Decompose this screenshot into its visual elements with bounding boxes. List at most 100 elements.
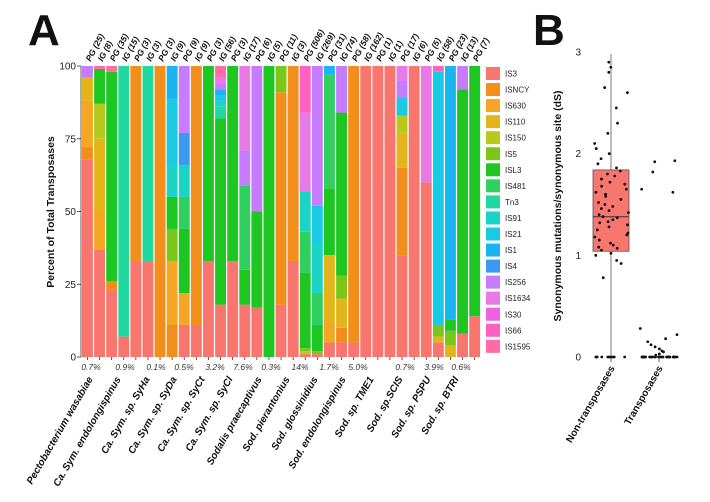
bar-segment-isncy [348, 66, 360, 343]
bar-segment-is481 [178, 196, 190, 229]
data-point [673, 159, 677, 163]
data-point [664, 337, 668, 341]
bar-segment-is3 [348, 342, 360, 357]
bar-segment-is110 [432, 336, 444, 343]
bar-segment-is21 [166, 98, 178, 165]
bar-segment-is256 [215, 83, 226, 90]
legend-swatch [486, 259, 500, 273]
bar-segment-is3 [130, 260, 142, 357]
y-tick-label: 50 [65, 207, 77, 218]
bar-segment-is5 [275, 66, 287, 93]
bar-segment-is110 [82, 77, 93, 101]
bar-segment-is481 [299, 231, 311, 273]
data-point [609, 241, 612, 245]
bar-segment-isncy [190, 66, 202, 325]
data-point [661, 355, 665, 359]
percentage-label: 0.7% [81, 362, 101, 372]
bar-segment-is256 [82, 66, 93, 78]
data-point [600, 248, 603, 252]
panel-b-letter: B [533, 6, 565, 55]
data-point [594, 253, 598, 257]
data-point [609, 355, 613, 359]
bar-segment-is1634 [215, 77, 226, 84]
category-label: Transposases [623, 364, 666, 428]
legend-swatch [486, 291, 500, 305]
bar-segment-is91 [311, 243, 323, 293]
bar-segment-isl3 [166, 196, 178, 229]
data-point [611, 205, 615, 208]
bar-segment-is21 [396, 98, 408, 116]
y-tick-label: 3 [575, 48, 581, 59]
legend-swatch [486, 131, 500, 145]
bar-segment-isl3 [94, 68, 105, 104]
percentage-label: 14% [291, 362, 308, 372]
legend-label: IS630 [505, 102, 526, 111]
legend-label: IS5 [505, 150, 518, 159]
data-point [607, 70, 611, 74]
bar-segment-is150 [396, 115, 408, 133]
data-point [609, 251, 613, 255]
bar-segment-is1595 [215, 66, 226, 78]
bar-segment-is3 [324, 342, 335, 357]
bar-segment-is3 [251, 307, 263, 357]
bar-segment-isl3 [178, 228, 190, 293]
percentage-label: 0.6% [451, 362, 471, 372]
data-point [623, 355, 627, 359]
panel-a-y-axis-title: Percent of Total Transposases [45, 136, 57, 288]
bar-segment-is91 [166, 164, 178, 197]
data-point [665, 355, 668, 359]
data-point [597, 213, 601, 217]
bar-segment-isl3 [445, 319, 456, 331]
bar-segment-is256 [457, 66, 468, 90]
bar-segment-isl3 [215, 118, 226, 305]
legend-label: IS481 [505, 182, 526, 191]
bar-segment-is66 [299, 66, 311, 113]
data-point [653, 345, 657, 349]
data-point [615, 259, 619, 262]
data-point [660, 349, 664, 353]
bar-segment-is1 [215, 89, 226, 96]
bar-segment-is91 [178, 164, 190, 197]
legend-label: ISL3 [505, 166, 522, 175]
percentage-label: 3.2% [205, 362, 225, 372]
bar-segment-is21 [311, 205, 323, 244]
bar-segment-isl3 [239, 269, 251, 305]
bar-segment-is481 [324, 74, 335, 189]
bar-segment-is3 [396, 255, 408, 357]
legend-swatch [486, 307, 500, 321]
legend-label: IS21 [505, 230, 522, 239]
panel-a-top-labels: PG (25)IG (8)PG (35)IG (15)PG (3)IG (3)P… [83, 28, 491, 63]
bar-segment-is5 [166, 228, 178, 261]
legend-swatch [486, 163, 500, 177]
data-point [600, 184, 603, 188]
bar-segment-is256 [251, 66, 263, 212]
percentage-label: 3.9% [424, 362, 444, 372]
legend-swatch [486, 179, 500, 193]
data-point [612, 355, 616, 359]
data-point [646, 340, 650, 344]
data-point [606, 355, 610, 359]
bar-segment-is481 [239, 185, 251, 270]
data-point [606, 172, 609, 176]
data-point [654, 353, 658, 357]
legend-label: IS1595 [505, 342, 531, 351]
bar-segment-is3 [82, 159, 93, 357]
percentage-label: 0.3% [261, 362, 281, 372]
data-point [603, 86, 607, 89]
bar-segment-is1634 [299, 112, 311, 192]
bar-segment-is256 [178, 66, 190, 133]
data-point [606, 220, 610, 224]
legend-swatch [486, 195, 500, 209]
bar-segment-is630 [178, 292, 190, 325]
percentage-label: 7.6% [233, 362, 253, 372]
y-tick-label: 0 [575, 353, 581, 364]
data-point [638, 327, 642, 330]
data-point [593, 235, 597, 239]
bar-segment-isl3 [227, 66, 239, 261]
bar-segment-is91 [299, 191, 311, 232]
bar-segment-is3 [408, 66, 420, 357]
data-point [601, 215, 605, 219]
data-point [671, 190, 675, 194]
bar-segment-is3 [311, 354, 323, 357]
bar-segment-is3 [420, 182, 432, 357]
